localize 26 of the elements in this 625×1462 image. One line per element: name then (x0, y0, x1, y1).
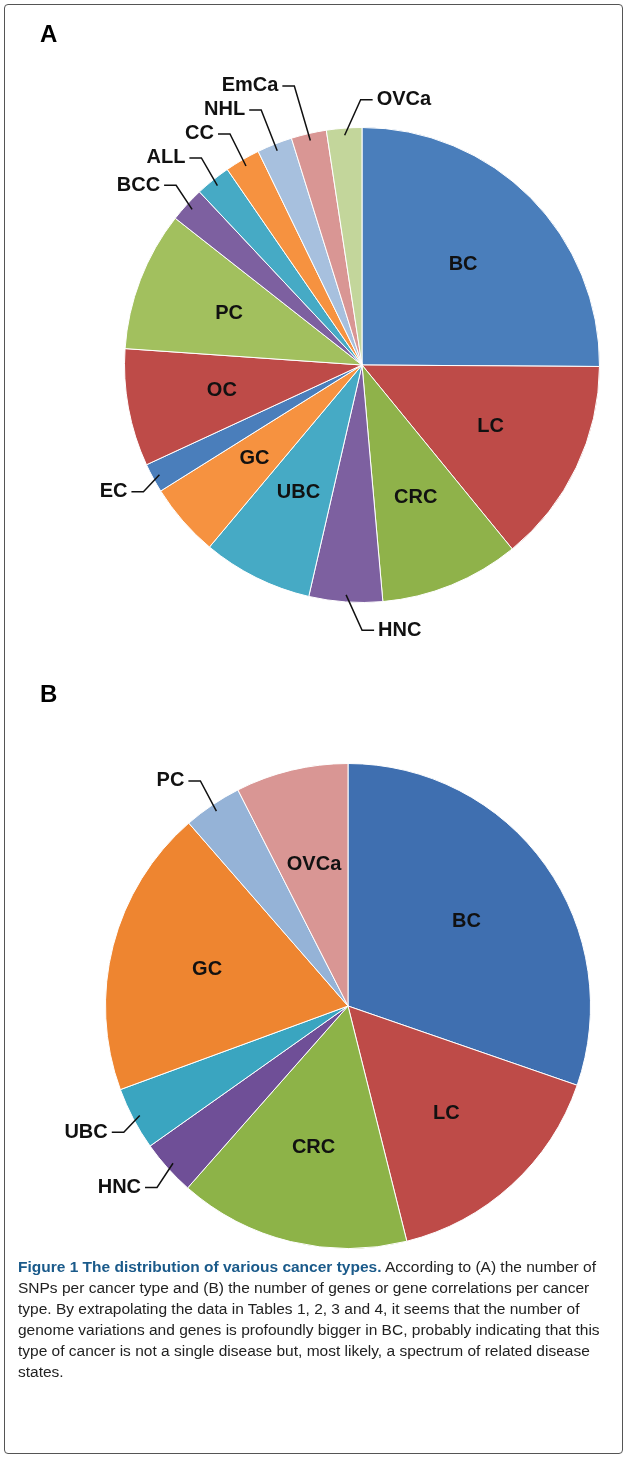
slice-label: NHL (204, 97, 246, 120)
caption: Figure 1 The distribution of various cancer types. (18, 1258, 382, 1275)
slice-label: LC (432, 1100, 460, 1123)
slice-label: OVCa (286, 852, 343, 875)
slice-label: BC (452, 909, 481, 932)
slice-label: CRC (291, 1134, 336, 1157)
slice-label: BC (448, 252, 478, 275)
slice-label: UBC (64, 1119, 108, 1142)
slice-label: OC (206, 378, 237, 401)
slice-label: GC (192, 957, 223, 980)
slice-label: EmCa (221, 73, 280, 96)
slice-label: PC (215, 301, 243, 324)
slice-label: CRC (394, 484, 438, 507)
slice-label: GC (239, 446, 270, 469)
slice-label: PC (156, 768, 185, 791)
slice-label: HNC (97, 1175, 142, 1198)
slice-label: CC (185, 121, 214, 144)
slice-label: OVCa (376, 87, 432, 110)
slice-label: EC (99, 479, 128, 502)
chart-title: B (40, 680, 58, 708)
slice-label: UBC (276, 480, 321, 503)
slice-label: ALL (146, 145, 186, 168)
chart-title: A (40, 20, 58, 48)
slice-label: LC (477, 414, 504, 436)
slice-label: HNC (378, 617, 422, 640)
slice-label: BCC (116, 172, 161, 195)
